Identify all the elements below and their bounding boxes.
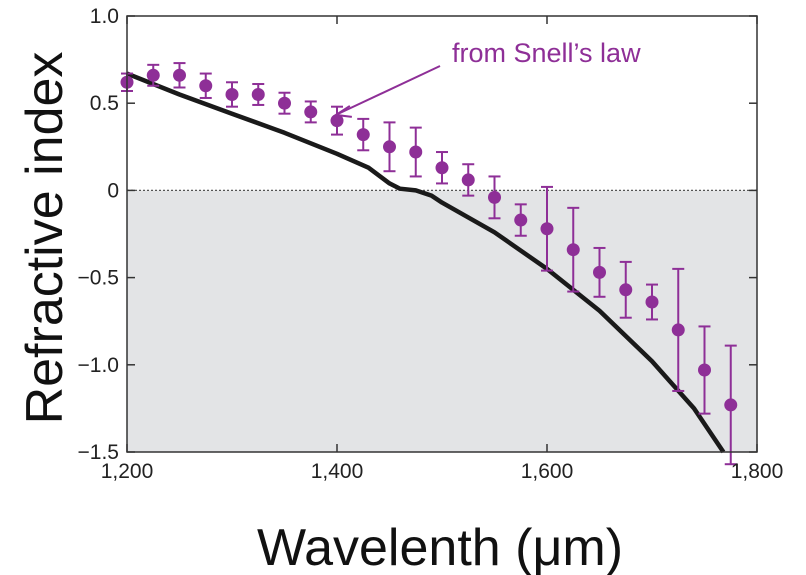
x-axis-title: Wavelenth (μm) [257, 519, 623, 575]
data-point [593, 265, 606, 279]
data-point [488, 190, 501, 204]
data-point [619, 283, 633, 297]
y-tick-label: 0 [107, 179, 119, 202]
plot-frame [126, 15, 758, 453]
data-point [461, 173, 475, 187]
snells-law-curve-layer [126, 71, 726, 454]
data-point [173, 68, 186, 82]
negative-region-shading [127, 190, 757, 452]
data-point [304, 105, 318, 119]
data-point [645, 295, 659, 309]
annotation-arrowhead [332, 105, 352, 118]
data-point [514, 213, 528, 227]
x-tick-label: 1,800 [731, 460, 784, 483]
data-point [435, 161, 449, 175]
annotation-layer: from Snell’s law [332, 38, 641, 118]
data-point [199, 79, 213, 93]
annotation-arrow [335, 65, 441, 116]
data-point [251, 87, 265, 101]
data-point [566, 243, 580, 257]
x-tick-label: 1,200 [101, 460, 154, 483]
data-point [409, 145, 423, 159]
x-tick-label: 1,600 [521, 460, 574, 483]
annotation-text: from Snell’s law [452, 38, 641, 68]
data-point [383, 140, 396, 154]
data-point [724, 398, 738, 412]
x-tick-label: 1,400 [311, 460, 364, 483]
y-tick-label: 0.5 [90, 92, 119, 115]
data-point [278, 96, 291, 110]
data-point [225, 87, 239, 101]
data-point [146, 68, 160, 82]
snells-law-curve [126, 71, 726, 454]
y-tick-label: −1.5 [78, 441, 119, 464]
measured-points-layer [120, 62, 738, 466]
y-axis-title: Refractive index [16, 52, 74, 425]
axis-ticks-layer: 1,200 1,400 1,600 1,800 1.0 0.5 0 −0.5 −1.0 −1.5 [78, 5, 784, 483]
y-tick-label: −1.0 [78, 354, 119, 377]
data-point [671, 323, 685, 337]
data-point [330, 114, 344, 128]
data-point [540, 222, 554, 236]
y-tick-label: −0.5 [78, 267, 119, 290]
data-point [698, 363, 711, 377]
y-tick-label: 1.0 [90, 5, 119, 28]
data-point [356, 128, 370, 142]
